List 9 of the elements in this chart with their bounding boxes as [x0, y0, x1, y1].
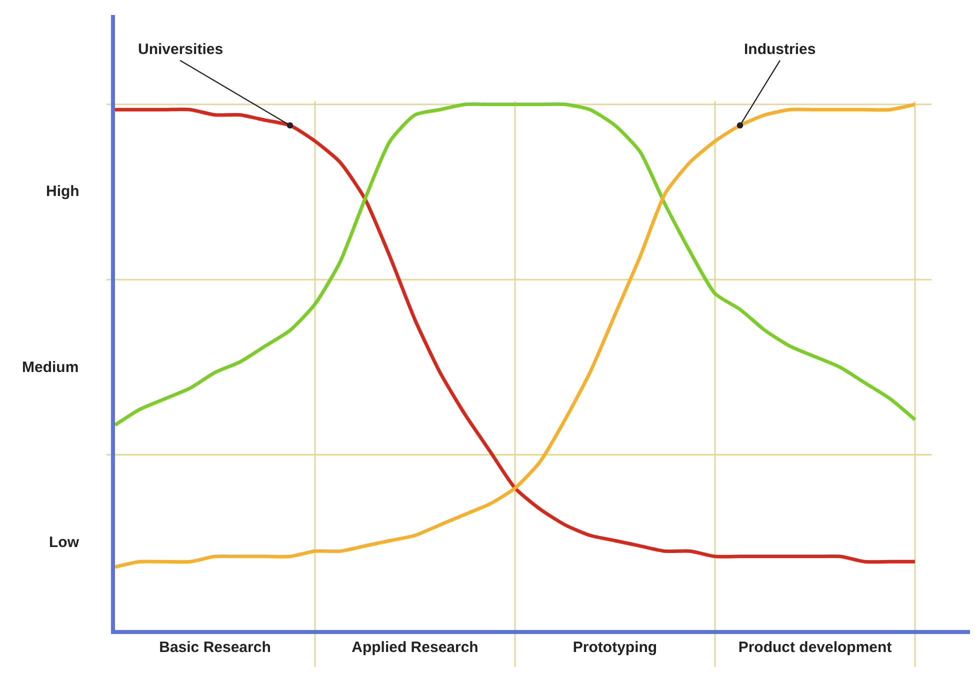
x-tick-label: Prototyping — [572, 639, 658, 656]
x-tick-label: Product development — [738, 639, 892, 656]
text: Industries — [744, 41, 816, 58]
x-tick-label: Applied Research — [352, 639, 478, 656]
text: Medium — [22, 359, 79, 376]
text: Universities — [138, 41, 224, 58]
text: Low — [49, 534, 80, 551]
text: High — [46, 183, 80, 200]
x-tick-label: Basic Research — [159, 639, 271, 656]
